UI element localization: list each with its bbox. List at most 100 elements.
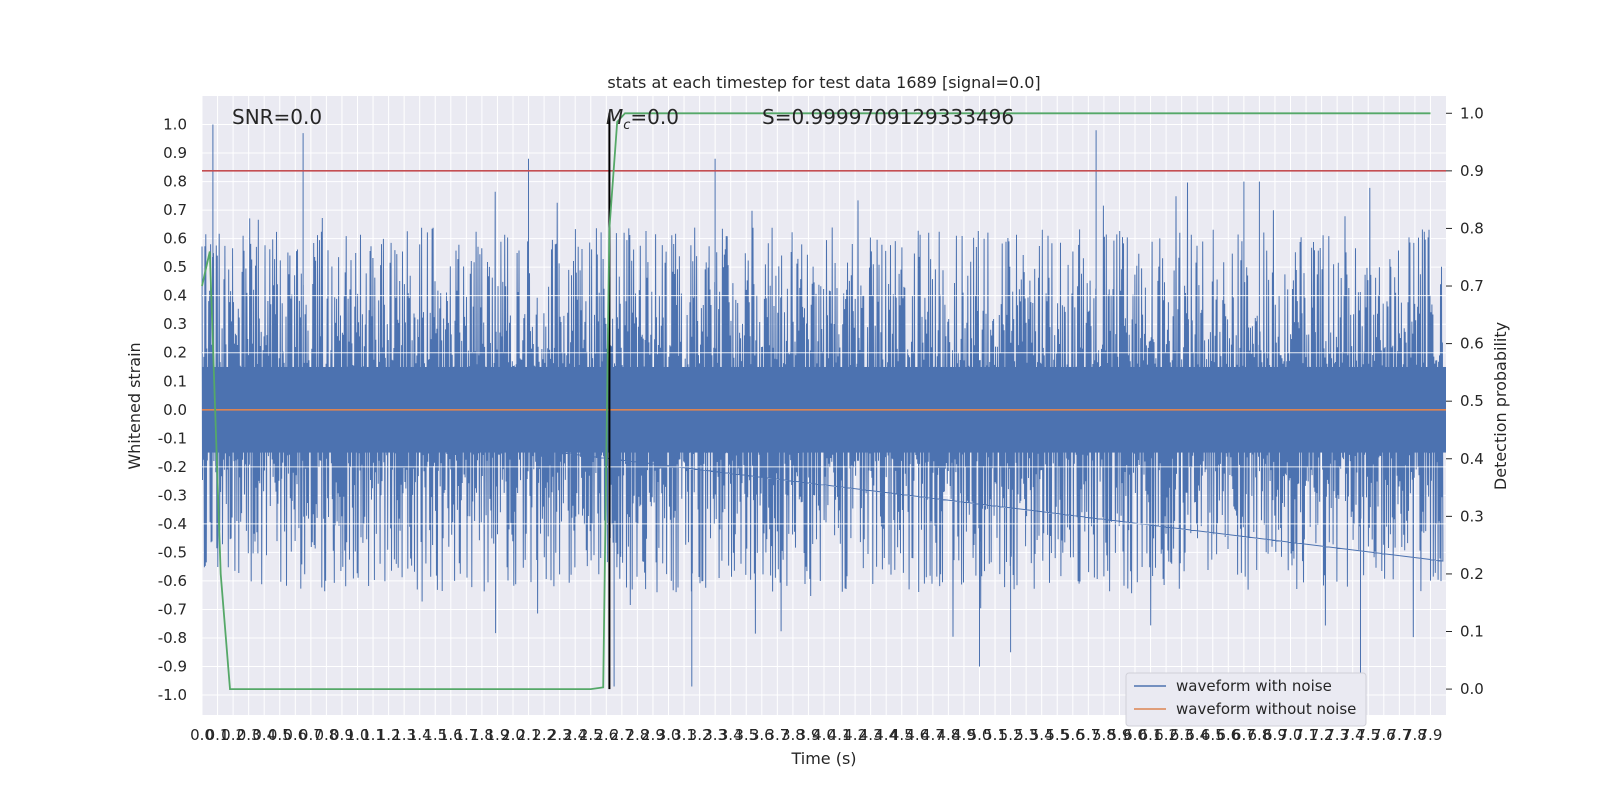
x-tick-label: 6.6 — [1216, 726, 1240, 744]
x-tick-label: 7.8 — [1403, 726, 1427, 744]
x-axis-label: Time (s) — [790, 749, 856, 768]
legend: waveform with noise waveform without noi… — [1125, 672, 1367, 727]
x-tick-label: 3.1 — [672, 726, 696, 744]
x-tick-label: 3.0 — [657, 726, 681, 744]
y-tick-label: -0.2 — [158, 458, 187, 476]
right-y-tick-label: 0.7 — [1460, 277, 1484, 295]
y-tick-label: -0.1 — [158, 429, 187, 447]
x-tick-label: 7.1 — [1294, 726, 1318, 744]
x-tick-label: 3.5 — [734, 726, 758, 744]
right-y-tick-label: 0.9 — [1460, 162, 1484, 180]
y-tick-label: 0.5 — [163, 258, 187, 276]
right-y-tick-label: 0.0 — [1460, 680, 1484, 698]
y-tick-label: 0.2 — [163, 344, 187, 362]
x-tick-label: 0.5 — [268, 726, 292, 744]
x-tick-label: 0.0 — [190, 726, 214, 744]
x-tick-label: 5.8 — [1092, 726, 1116, 744]
y-tick-label: -0.8 — [158, 629, 187, 647]
x-tick-label: 4.0 — [812, 726, 836, 744]
x-tick-label: 2.1 — [517, 726, 541, 744]
x-tick-label: 4.1 — [828, 726, 852, 744]
x-tick-label: 2.3 — [548, 726, 572, 744]
x-tick-label: 4.3 — [859, 726, 883, 744]
x-tick-label: 1.1 — [361, 726, 385, 744]
legend-box — [1125, 672, 1367, 727]
right-y-tick-labels: 1.0 0.9 0.8 0.7 0.6 0.5 0.4 0.3 0.2 0.1 0.0 — [1446, 104, 1484, 698]
x-tick-label: 0.3 — [237, 726, 261, 744]
x-tick-label: 2.2 — [532, 726, 556, 744]
x-tick-label: 1.6 — [439, 726, 463, 744]
right-y-tick-label: 0.3 — [1460, 507, 1484, 525]
x-tick-label: 3.9 — [797, 726, 821, 744]
x-tick-label: 5.5 — [1045, 726, 1069, 744]
legend-label-without-noise: waveform without noise — [1176, 700, 1356, 718]
detection-statistic-annotation: S=0.9999709129333496 — [762, 105, 1014, 129]
x-tick-label: 2.7 — [610, 726, 634, 744]
x-tick-label: 2.5 — [579, 726, 603, 744]
chart-title: stats at each timestep for test data 168… — [607, 73, 1040, 92]
x-tick-label: 5.3 — [1014, 726, 1038, 744]
x-tick-label: 7.6 — [1372, 726, 1396, 744]
x-tick-label: 6.1 — [1139, 726, 1163, 744]
x-tick-label: 7.9 — [1419, 726, 1443, 744]
y-axis-label: Whitened strain — [125, 342, 144, 469]
x-tick-label: 7.5 — [1356, 726, 1380, 744]
y-tick-label: -0.9 — [158, 658, 187, 676]
detection-probability-line — [201, 112, 1431, 690]
right-y-tick-label: 0.5 — [1460, 392, 1484, 410]
x-tick-label: 0.9 — [330, 726, 354, 744]
y-axis-label-right: Detection probability — [1491, 322, 1510, 490]
x-tick-label: 0.4 — [252, 726, 276, 744]
x-tick-label: 4.2 — [843, 726, 867, 744]
y-tick-label: 0.0 — [163, 401, 187, 419]
x-tick-label: 2.4 — [563, 726, 587, 744]
x-tick-label: 1.4 — [408, 726, 432, 744]
x-tick-label: 3.6 — [750, 726, 774, 744]
x-tick-label: 6.7 — [1232, 726, 1256, 744]
right-y-tick-label: 1.0 — [1460, 104, 1484, 122]
y-tick-label: 0.8 — [163, 173, 187, 191]
x-tick-label: 6.3 — [1170, 726, 1194, 744]
right-y-tick-label: 0.4 — [1460, 450, 1484, 468]
x-tick-label: 5.0 — [968, 726, 992, 744]
chirp-mass-annotation: Mc=0.0 — [606, 105, 679, 133]
x-tick-label: 0.2 — [221, 726, 245, 744]
x-tick-label: 6.4 — [1185, 726, 1209, 744]
x-tick-label: 6.5 — [1201, 726, 1225, 744]
snr-annotation: SNR=0.0 — [232, 105, 322, 129]
y-tick-label: 0.3 — [163, 315, 187, 333]
x-tick-label: 5.1 — [983, 726, 1007, 744]
y-tick-label: 0.6 — [163, 230, 187, 248]
y-tick-label: 0.9 — [163, 144, 187, 162]
x-tick-label: 7.2 — [1310, 726, 1334, 744]
x-tick-label: 5.7 — [1076, 726, 1100, 744]
overlay-lines — [201, 112, 1446, 690]
x-tick-label: 1.9 — [486, 726, 510, 744]
left-y-tick-labels: 1.0 0.9 0.8 0.7 0.6 0.5 0.4 0.3 0.2 0.1 0.0 -0.1 -0.… — [158, 116, 187, 705]
x-tick-label: 6.2 — [1154, 726, 1178, 744]
x-tick-label: 0.1 — [206, 726, 230, 744]
x-tick-label: 7.7 — [1387, 726, 1411, 744]
y-tick-label: 0.4 — [163, 287, 187, 305]
x-tick-label: 4.8 — [936, 726, 960, 744]
x-tick-label: 1.3 — [392, 726, 416, 744]
x-tick-label: 0.7 — [299, 726, 323, 744]
x-tick-label: 1.2 — [377, 726, 401, 744]
x-tick-label: 2.8 — [625, 726, 649, 744]
x-tick-label: 3.7 — [765, 726, 789, 744]
y-tick-label: 1.0 — [163, 116, 187, 134]
x-tick-label: 2.0 — [501, 726, 525, 744]
x-tick-label: 0.8 — [314, 726, 338, 744]
x-tick-label: 5.4 — [1030, 726, 1054, 744]
x-tick-label: 7.3 — [1325, 726, 1349, 744]
x-tick-label: 5.9 — [1108, 726, 1132, 744]
right-y-tick-label: 0.1 — [1460, 623, 1484, 641]
y-tick-label: -0.5 — [158, 543, 187, 561]
x-tick-labels: 0.00.10.20.30.40.50.60.70.80.91.01.11.21… — [190, 726, 1442, 744]
x-tick-label: 4.6 — [905, 726, 929, 744]
x-tick-label: 7.4 — [1341, 726, 1365, 744]
x-tick-label: 1.8 — [470, 726, 494, 744]
x-tick-label: 2.6 — [594, 726, 618, 744]
x-tick-label: 3.4 — [719, 726, 743, 744]
